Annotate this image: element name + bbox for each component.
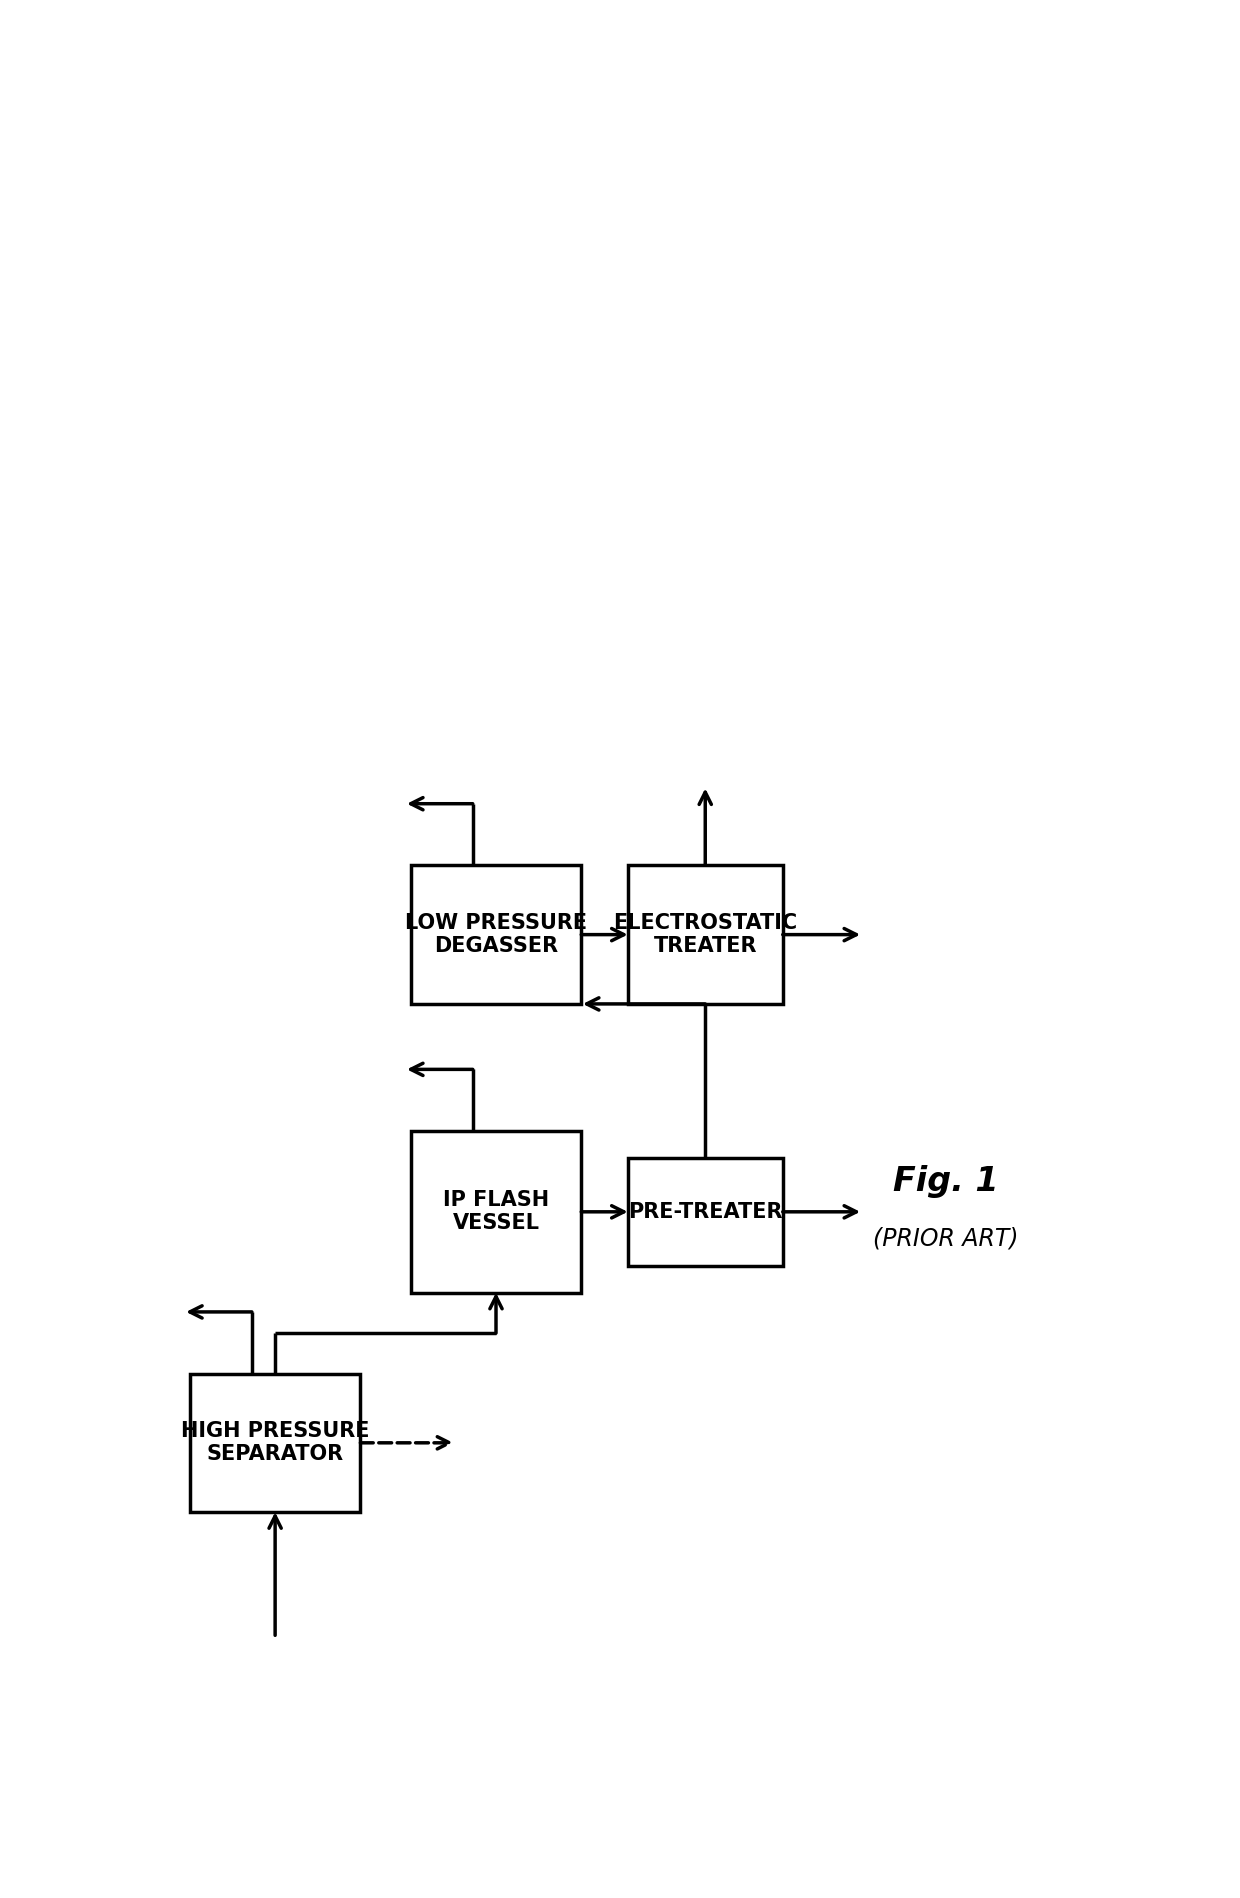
Text: HIGH PRESSURE
SEPARATOR: HIGH PRESSURE SEPARATOR [181, 1422, 370, 1465]
Bar [410, 865, 582, 1004]
Bar [410, 1131, 582, 1293]
Text: PRE-TREATER: PRE-TREATER [627, 1201, 782, 1222]
Text: Fig. 1: Fig. 1 [893, 1165, 998, 1198]
Bar [627, 1158, 782, 1266]
Text: IP FLASH
VESSEL: IP FLASH VESSEL [443, 1190, 549, 1234]
Bar [627, 865, 782, 1004]
Bar [190, 1374, 361, 1513]
Text: LOW PRESSURE
DEGASSER: LOW PRESSURE DEGASSER [405, 913, 587, 957]
Text: ELECTROSTATIC
TREATER: ELECTROSTATIC TREATER [614, 913, 797, 957]
Text: (PRIOR ART): (PRIOR ART) [873, 1226, 1018, 1251]
